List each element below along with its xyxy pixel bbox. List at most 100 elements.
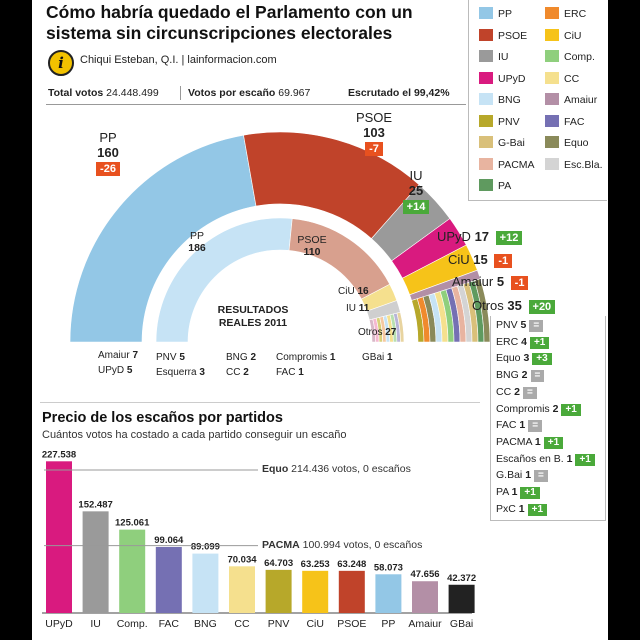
bar-value-label: 47.656: [410, 569, 439, 580]
real-others-item-gbai: GBai 1: [362, 352, 393, 363]
label-pp-name: PP: [99, 130, 117, 145]
legend-item-pa: PA: [479, 179, 511, 192]
legend-swatch: [479, 93, 493, 105]
annotation-party: PACMA: [262, 538, 300, 551]
legend-swatch: [479, 50, 493, 62]
others-item-seats: 1: [534, 435, 541, 448]
real-others-item-amaiur: Amaiur 7: [98, 350, 138, 361]
label-ciu-diff: -1: [494, 254, 513, 268]
others-item-bng: BNG 2 =: [496, 369, 545, 383]
legend-swatch: [479, 7, 493, 19]
others-item-pxc: PxC 1 +1: [496, 503, 548, 516]
legend-swatch: [545, 50, 559, 62]
others-item-compromis: Compromis 2 +1: [496, 403, 581, 416]
label-amaiur-seats: 5: [496, 274, 505, 289]
label-psoe-name: PSOE: [355, 110, 393, 125]
legend-swatch: [545, 114, 559, 127]
real-others-name: Amaiur: [98, 350, 133, 361]
inner-label-pp: PP 186: [182, 230, 212, 254]
others-item-name: G.Bai: [496, 469, 526, 482]
label-ciu-seats: 15: [473, 252, 488, 267]
bar-comp: [119, 529, 146, 613]
legend-item-equo: Equo: [545, 136, 589, 149]
infographic: Cómo habría quedado el Parlamento con un…: [32, 0, 608, 640]
real-others-seats: 2: [250, 352, 257, 363]
divider: [40, 402, 480, 403]
others-item-name: FAC: [496, 419, 520, 432]
label-otros-seats: 35: [507, 298, 522, 313]
legend-item-upyd: UPyD: [479, 71, 526, 85]
real-others-seats: 1: [329, 352, 336, 363]
others-item-pnv: PNV 5 =: [496, 319, 544, 332]
legend-label: Amaiur: [564, 94, 598, 106]
bar-category-label: Comp.: [117, 618, 148, 630]
label-amaiur-name: Amaiur: [452, 274, 494, 289]
bar-cc: [229, 566, 255, 613]
others-item-diff: =: [522, 386, 537, 399]
real-others-seats: 2: [243, 367, 249, 378]
legend-swatch: [479, 157, 493, 170]
legend-swatch: [545, 71, 559, 84]
legend-item-comp: Comp.: [545, 50, 595, 63]
byline: Chiqui Esteban, Q.I. | lainformacion.com: [80, 54, 277, 66]
bar-pp: [375, 574, 402, 613]
legend-label: IU: [498, 51, 509, 63]
bar-category-label: PSOE: [337, 618, 366, 630]
label-amaiur: Amaiur 5 -1: [452, 274, 529, 290]
inner-label-otros-name: Otros: [358, 327, 383, 338]
bar-psoe: [338, 570, 365, 613]
bar-category-label: PNV: [268, 618, 290, 630]
legend-item-pacma: PACMA: [479, 157, 535, 171]
bar-category-label: Amaiur: [408, 618, 442, 630]
real-others-item-fac: FAC 1: [276, 367, 304, 378]
real-others-name: PNV: [156, 352, 180, 363]
label-psoe-diff: -7: [365, 142, 383, 156]
inner-label-psoe: PSOE 110: [294, 234, 330, 258]
real-others-seats: 1: [387, 352, 393, 363]
real-others-seats: 1: [298, 367, 304, 378]
bar-fac: [155, 546, 182, 613]
legend-label: FAC: [564, 115, 585, 128]
label-pp: PP 160 -26: [90, 130, 126, 176]
legend-label: PACMA: [498, 158, 535, 171]
others-item-name: PACMA: [496, 435, 535, 448]
legend-label: Equo: [564, 137, 589, 149]
others-item-pacma: PACMA 1 +1: [496, 435, 564, 449]
bar-category-label: PP: [381, 618, 395, 630]
inner-label-iu-seats: 11: [358, 303, 370, 314]
inner-slice-otros: [396, 311, 405, 343]
inner-label-ciu-name: CiU: [338, 286, 355, 297]
legend-item-pp: PP: [479, 7, 512, 20]
bar-bng: [192, 553, 219, 613]
bar-category-label: CC: [234, 618, 250, 630]
real-others-seats: 5: [179, 352, 185, 363]
legend-item-erc: ERC: [545, 7, 586, 20]
annotation-text: 100.994 votos, 0 escaños: [299, 538, 423, 551]
others-item-diff: =: [529, 320, 544, 332]
others-item-seats: 2: [521, 369, 528, 382]
bar-value-label: 89.099: [191, 542, 220, 553]
inner-label-pp-name: PP: [189, 230, 204, 242]
legend-label: Esc.Bla.: [564, 158, 603, 171]
legend-label: BNG: [498, 94, 521, 106]
info-logo-icon: i: [48, 50, 74, 76]
others-item-name: Equo: [496, 352, 524, 365]
others-item-cc: CC 2 =: [496, 386, 537, 399]
label-upyd-name: UPyD: [437, 229, 471, 244]
real-others-name: GBai: [362, 352, 388, 363]
page-title: Cómo habría quedado el Parlamento con un…: [46, 2, 413, 43]
inner-label-ciu-seats: 16: [357, 286, 369, 297]
others-item-g-bai: G.Bai 1 =: [496, 469, 548, 483]
label-iu-seats: 25: [408, 183, 424, 198]
annotation-pacma: PACMA 100.994 votos, 0 escaños: [262, 539, 422, 551]
label-iu: IU 25 +14: [396, 168, 436, 214]
others-item-seats: 1: [525, 469, 532, 482]
votes-per-seat-value: 69.967: [278, 87, 311, 99]
inner-title: RESULTADOS REALES 2011: [217, 304, 289, 329]
bar-section-subtitle: Cuántos votos ha costado a cada partido …: [42, 429, 347, 441]
legend-label: UPyD: [498, 72, 526, 85]
legend-item-esc-bla: Esc.Bla.: [545, 157, 603, 171]
others-item-diff: +1: [543, 436, 564, 449]
others-item-diff: +1: [520, 487, 540, 499]
others-item-name: BNG: [496, 369, 522, 382]
